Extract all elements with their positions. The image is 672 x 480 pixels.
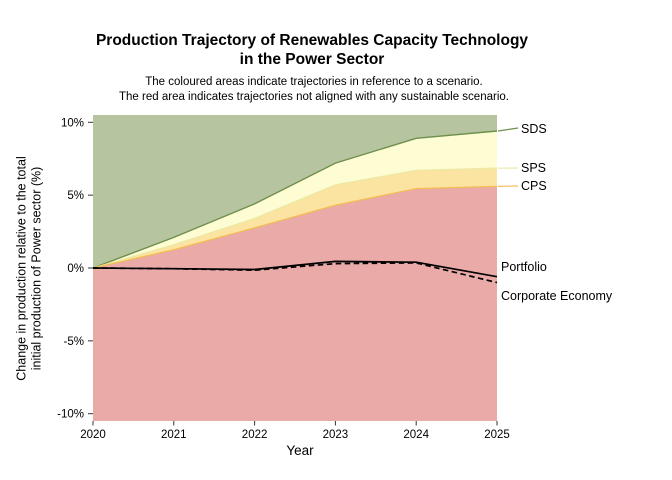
series-label-sps: SPS: [521, 161, 546, 175]
x-tick-label: 2020: [80, 429, 106, 441]
x-tick-label: 2022: [242, 429, 268, 441]
area-sps-aligned: [93, 131, 497, 268]
x-axis-title: Year: [286, 443, 314, 458]
sps-boundary-line: [92, 167, 498, 269]
area-cps-aligned: [93, 168, 497, 268]
chart-subtitle-line1: The coloured areas indicate trajectories…: [145, 76, 483, 88]
y-tick-label: 10%: [61, 117, 84, 129]
series-label-corporate-economy: Corporate Economy: [501, 289, 613, 303]
sds-label-connector: [497, 127, 519, 132]
x-tick-label: 2025: [484, 429, 510, 441]
chart-title: Production Trajectory of Renewables Capa…: [0, 31, 624, 69]
corporate-economy-line: [92, 262, 498, 284]
sds-boundary-line: [92, 130, 498, 269]
series-label-portfolio: Portfolio: [501, 260, 547, 274]
chart-title-line2: in the Power Sector: [239, 51, 385, 68]
y-tick-label: 5%: [67, 190, 84, 202]
cps-boundary-line: [92, 185, 498, 269]
x-tick-label: 2024: [403, 429, 429, 441]
y-tick-label: -5%: [64, 336, 84, 348]
chart-subtitle: The coloured areas indicate trajectories…: [0, 75, 628, 105]
chart-subtitle-line2: The red area indicates trajectories not …: [119, 91, 509, 103]
series-label-sds: SDS: [521, 122, 547, 136]
x-tick-label: 2023: [323, 429, 349, 441]
series-label-cps: CPS: [521, 179, 547, 193]
chart-title-line1: Production Trajectory of Renewables Capa…: [95, 32, 529, 49]
area-not-aligned: [93, 186, 497, 421]
x-tick-label: 2021: [161, 429, 187, 441]
y-tick-label: 0%: [67, 263, 84, 275]
area-sds-aligned: [93, 115, 497, 268]
y-tick-label: -10%: [57, 409, 84, 421]
